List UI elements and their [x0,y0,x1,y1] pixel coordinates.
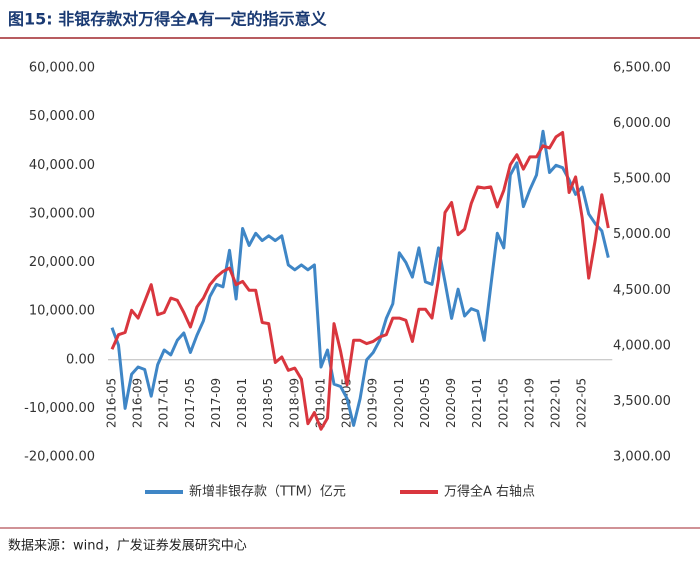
series-line [110,129,610,427]
x-tick-label: 2018-09 [287,378,301,428]
y2-tick-label: 4,000.00 [613,338,671,353]
y-tick-label: 0.00 [66,352,95,367]
y2-tick-label: 6,000.00 [613,116,671,131]
y-tick-label: -10,000.00 [24,401,95,416]
x-tick-label: 2017-01 [157,378,171,428]
x-tick-label: 2019-09 [366,378,380,428]
y2-tick-label: 5,500.00 [613,172,671,187]
y2-tick-label: 3,500.00 [613,394,671,409]
y-tick-label: 10,000.00 [29,304,95,319]
x-tick-label: 2018-01 [235,378,249,428]
x-tick-label: 2021-01 [470,378,484,428]
x-tick-label: 2017-09 [209,378,223,428]
y-tick-label: 20,000.00 [29,255,95,270]
x-tick-label: 2020-01 [392,378,406,428]
y2-tick-label: 6,500.00 [613,61,671,76]
y-tick-label: 30,000.00 [29,206,95,221]
chart-title: 图15: 非银存款对万得全A有一定的指示意义 [8,10,327,29]
y2-tick-label: 3,000.00 [613,450,671,465]
x-tick-label: 2022-01 [549,378,563,428]
x-tick-label: 2021-09 [522,378,536,428]
legend-label: 新增非银存款（TTM）亿元 [189,484,346,500]
y-tick-label: 40,000.00 [29,158,95,173]
x-tick-label: 2018-05 [261,378,275,428]
y-tick-label: -20,000.00 [24,450,95,465]
y-tick-label: 50,000.00 [29,109,95,124]
y2-tick-label: 5,000.00 [613,227,671,242]
source: 数据来源：wind，广发证券发展研究中心 [8,538,247,554]
x-tick-label: 2020-09 [444,378,458,428]
y-tick-label: 60,000.00 [29,61,95,76]
x-tick-label: 2017-05 [183,378,197,428]
x-tick-label: 2020-05 [418,378,432,428]
series-line [110,131,610,431]
x-tick-label: 2016-09 [131,378,145,428]
legend-label: 万得全A 右轴点 [444,484,535,500]
x-tick-label: 2021-05 [496,378,510,428]
x-tick-label: 2016-05 [105,378,119,428]
x-tick-label: 2022-05 [575,378,589,428]
y2-tick-label: 4,500.00 [613,283,671,298]
